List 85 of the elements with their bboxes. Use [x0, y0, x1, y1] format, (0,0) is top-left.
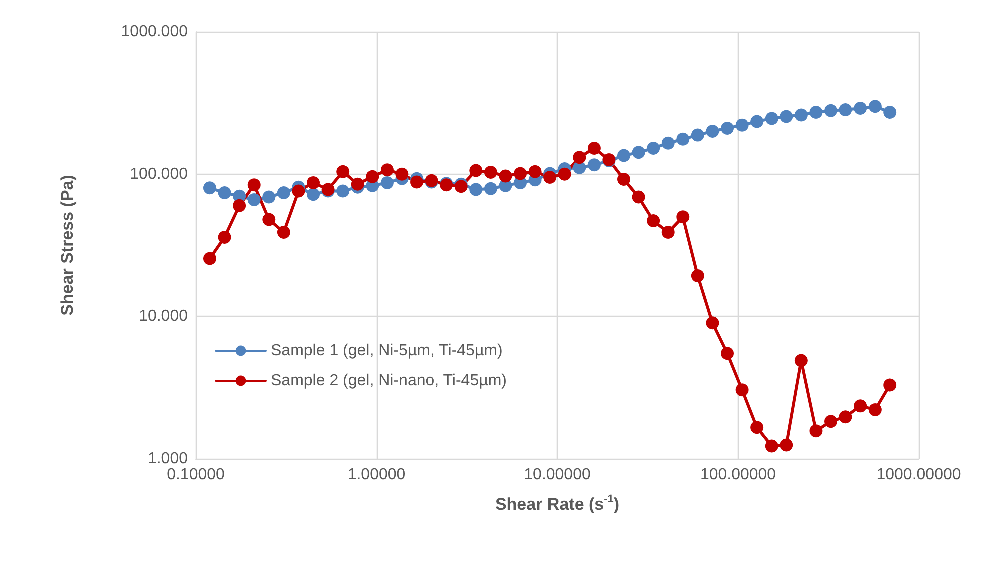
point [868, 100, 882, 114]
point [691, 128, 704, 142]
point [647, 214, 660, 228]
x-tick-label: 10.00000 [524, 466, 591, 484]
point [824, 415, 838, 428]
point [514, 167, 528, 180]
point [470, 164, 483, 178]
point [380, 164, 394, 177]
point [632, 190, 646, 204]
point [765, 440, 778, 453]
point [721, 347, 734, 360]
x-tick-label: 0.10000 [167, 466, 226, 484]
y-tick-label: 1000.000 [121, 24, 188, 40]
point [676, 132, 690, 146]
point [662, 226, 675, 240]
point [647, 142, 660, 155]
point [204, 182, 216, 195]
point [810, 424, 823, 438]
point [839, 410, 852, 424]
point [277, 186, 290, 200]
point [307, 188, 320, 202]
point [736, 384, 749, 397]
point [470, 183, 483, 196]
y-tick-label: 10.000 [139, 308, 188, 326]
point [262, 213, 276, 226]
point [248, 178, 261, 192]
point [484, 182, 498, 196]
point [588, 158, 601, 172]
y-tick-label: 1.000 [148, 450, 188, 468]
x-tick-label: 1000.00000 [876, 466, 962, 484]
x-tick-label: 1.00000 [348, 466, 406, 484]
point [233, 199, 246, 212]
point [884, 106, 897, 119]
point [780, 110, 794, 124]
point [454, 180, 468, 194]
legend-label: Sample 1 (gel, Ni-5µm, Ti-45µm) [271, 342, 503, 360]
point [336, 165, 350, 178]
point [380, 176, 394, 190]
point [292, 184, 306, 198]
legend-label: Sample 2 (gel, Ni-nano, Ti-45µm) [271, 372, 507, 390]
point [662, 136, 675, 150]
point [307, 176, 320, 190]
point [618, 149, 630, 162]
point [484, 166, 498, 180]
x-tick-label: 100.00000 [700, 466, 776, 484]
point [750, 115, 764, 128]
point [706, 124, 720, 138]
point [558, 168, 572, 181]
point [780, 438, 794, 452]
y-tick-label: 100.000 [130, 166, 188, 183]
point [632, 146, 646, 160]
point [218, 230, 232, 244]
point [810, 106, 823, 119]
point [794, 108, 808, 122]
point [706, 316, 720, 330]
point [366, 170, 380, 184]
point [618, 172, 630, 186]
point [528, 165, 542, 178]
point [676, 210, 690, 224]
point [854, 102, 868, 116]
point [396, 168, 409, 181]
point [736, 118, 749, 132]
point [854, 400, 868, 413]
point [499, 170, 512, 183]
point [248, 194, 261, 207]
point [588, 142, 601, 155]
point [765, 112, 778, 126]
point [277, 226, 290, 240]
point [868, 403, 882, 416]
point [410, 176, 424, 189]
point [884, 378, 897, 392]
y-axis-title: Shear Stress (Pa) [58, 175, 77, 316]
point [544, 171, 557, 184]
point [750, 421, 764, 434]
point [262, 190, 276, 204]
point [824, 104, 838, 118]
point [839, 104, 852, 117]
point [794, 354, 808, 368]
point [336, 184, 350, 198]
point [721, 122, 734, 135]
point [204, 252, 216, 266]
point [351, 178, 364, 191]
point [218, 186, 232, 200]
point [573, 151, 586, 164]
point [691, 270, 704, 283]
